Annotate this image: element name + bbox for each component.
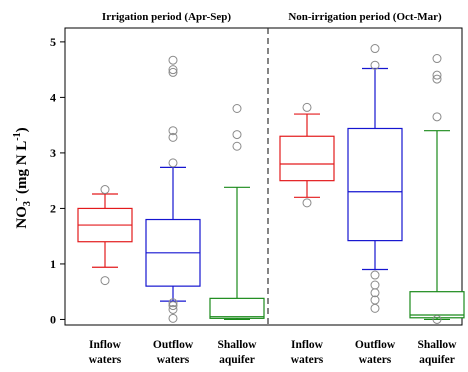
box-1-0 [279,102,335,208]
panel-title: Non-irrigation period (Oct-Mar) [288,11,442,23]
plot-border [64,27,463,326]
outlier-point [302,198,312,208]
iqr-box [409,291,465,319]
outlier-point [168,132,178,142]
category-label: Shallow [218,339,258,351]
outlier-point [100,185,110,195]
category-label: aquifer [419,354,455,366]
outlier-point [232,141,242,151]
outlier-point [432,314,442,324]
ylabel-subscript: 3 [22,201,33,206]
ylabel-superscript: - [11,198,22,201]
outlier-point [370,295,380,305]
category-label: Inflow [89,339,122,351]
iqr-box [347,127,403,242]
y-tick-label: 4 [50,90,56,104]
category-label: Outflow [355,339,396,351]
outlier-point [432,70,442,80]
panel-title: Irrigation period (Apr-Sep) [102,11,231,23]
y-tick-label: 1 [50,257,56,271]
box-0-1 [145,55,201,323]
category-label: waters [359,354,392,366]
plot-frame-group [64,27,463,326]
category-label: waters [291,354,324,366]
outlier-point [168,126,178,136]
ylabel-units-superscript: -1 [12,132,23,140]
category-label: waters [89,354,122,366]
ylabel-units: (mg N L [14,141,30,198]
box-0-0 [77,185,133,286]
category-label: Shallow [418,339,458,351]
outlier-point [232,130,242,140]
outlier-point [168,313,178,323]
outlier-point [432,54,442,64]
boxes-group [77,44,465,324]
category-label: waters [157,354,190,366]
ylabel-main: NO [14,206,30,229]
outlier-point [370,44,380,54]
outlier-point [432,112,442,122]
y-tick-label: 5 [50,35,56,49]
box-1-2 [409,54,465,324]
outlier-point [432,74,442,84]
y-axis-ticks-group: 0 1 2 3 4 5 [50,35,65,326]
y-tick-label: 3 [50,146,56,160]
outlier-point [168,298,178,308]
outlier-point [302,102,312,112]
outlier-point [168,67,178,77]
y-tick-label: 0 [50,312,56,326]
ylabel-end: ) [14,127,30,132]
box-0-2 [209,103,265,321]
y-axis-title: NO3- (mg N L-1) [11,127,33,228]
outlier-point [168,65,178,75]
outlier-point [100,276,110,286]
outlier-point [370,303,380,313]
labels-group: Irrigation period (Apr-Sep) Inflow waters O… [89,11,457,366]
category-label: Outflow [153,339,194,351]
y-tick-label: 2 [50,201,56,215]
outlier-point [168,158,178,168]
iqr-box [209,297,265,319]
outlier-point [232,103,242,113]
outlier-point [168,304,178,314]
category-label: aquifer [219,354,255,366]
iqr-box [279,135,335,182]
outlier-point [370,270,380,280]
outlier-point [168,55,178,65]
category-label: Inflow [291,339,324,351]
outlier-point [370,60,380,70]
box-1-1 [347,44,403,313]
outlier-point [370,280,380,290]
outlier-point [168,301,178,311]
